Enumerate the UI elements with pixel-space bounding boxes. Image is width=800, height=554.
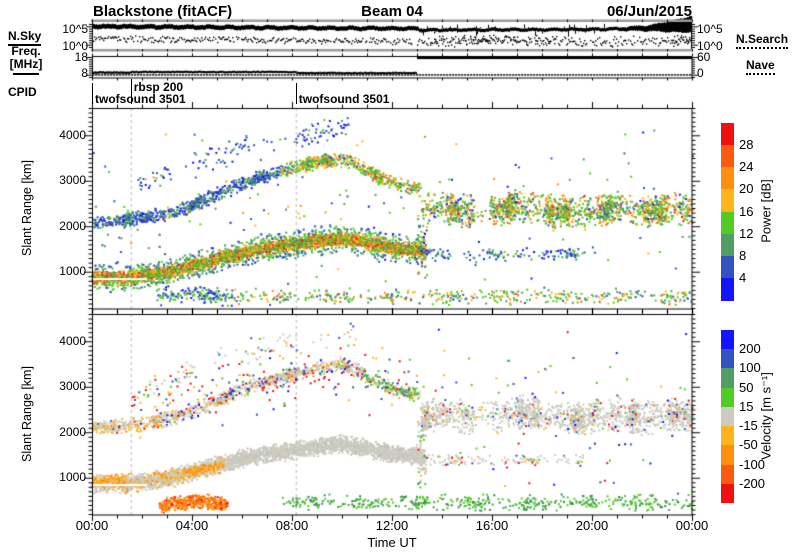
x-tick-label: 08:00: [275, 518, 309, 533]
noise-right-tick-top: 10^5: [697, 22, 723, 36]
freq-label-line1: Freq.: [11, 44, 41, 58]
velocity-colorbar-tick-label: -15: [739, 418, 758, 434]
y-tick-label: 2000: [59, 218, 86, 233]
x-tick-label: 04:00: [175, 518, 209, 533]
y-tick-label: 4000: [59, 333, 86, 348]
power-colorbar-segment: [721, 211, 734, 235]
nave-label: Nave: [746, 58, 775, 75]
y-tick-label: 3000: [59, 173, 86, 188]
power-colorbar-segment: [721, 123, 734, 146]
velocity-colorbar-segment: [721, 368, 734, 389]
noise-tick-bottom: 10^0: [62, 39, 88, 53]
velocity-colorbar-segment: [721, 406, 734, 427]
velocity-yaxis-title: Slant Range [km]: [20, 366, 34, 462]
velocity-colorbar-segment: [721, 445, 734, 466]
power-colorbar-segment: [721, 233, 734, 257]
power-colorbar-tick-label: 28: [739, 137, 754, 153]
x-tick-label: 12:00: [375, 518, 409, 533]
nsearch-linestyle-sample: N.Search: [736, 32, 789, 49]
power-colorbar-segment: [721, 255, 734, 279]
y-tick-label: 3000: [59, 379, 86, 394]
power-colorbar-tick-label: 8: [739, 247, 747, 263]
power-panel-canvas: [82, 98, 702, 319]
freq-axis-label: Freq. [MHz]: [2, 45, 50, 75]
y-tick-label: 1000: [59, 264, 86, 279]
nave-tick-60: 60: [697, 50, 711, 64]
power-colorbar-segment: [721, 167, 734, 190]
power-colorbar-segment: [721, 277, 734, 301]
velocity-colorbar-segment: [721, 349, 734, 369]
x-tick-label: 16:00: [475, 518, 509, 533]
velocity-colorbar-tick-label: 50: [739, 379, 754, 395]
velocity-colorbar-tick-label: -50: [739, 437, 758, 453]
nsky-label: N.Sky: [8, 29, 42, 46]
velocity-colorbar-tick-label: 100: [739, 360, 761, 376]
x-tick-label: 20:00: [575, 518, 609, 533]
cpid-label: CPID: [8, 85, 37, 99]
power-colorbar-tick-label: 24: [739, 159, 754, 175]
y-tick-label: 2000: [59, 424, 86, 439]
velocity-colorbar-segment: [721, 387, 734, 408]
cpid-segment-separator: [295, 83, 297, 104]
cpid-segment-name: twofsound 3501: [298, 92, 390, 106]
nsky-linestyle-sample: N.Sky: [8, 29, 42, 46]
velocity-colorbar-tick-label: 200: [739, 341, 761, 357]
cpid-segment-name: twofsound 3501: [95, 92, 186, 106]
power-colorbar-segment: [721, 145, 734, 168]
nave-linestyle-sample: Nave: [746, 58, 775, 75]
freq-label-line2: [MHz]: [9, 57, 43, 71]
y-tick-label: 4000: [59, 127, 86, 142]
power-colorbar-tick-label: 12: [739, 225, 754, 241]
freq-tick-8: 8: [81, 66, 88, 80]
cpid-segment-name: rbsp 200: [133, 80, 184, 94]
x-tick-label: 00:00: [75, 518, 109, 533]
freq-linestyle-sample: [13, 73, 39, 75]
noise-right-tick-bottom: 10^0: [697, 39, 723, 53]
power-yaxis-title: Slant Range [km]: [20, 160, 34, 256]
xaxis-title: Time UT: [367, 535, 417, 550]
velocity-colorbar-tick-label: -100: [739, 456, 766, 472]
velocity-colorbar-tick-label: 15: [739, 398, 754, 414]
power-colorbar-title: Power [dB]: [758, 179, 774, 243]
power-colorbar-segment: [721, 189, 734, 212]
power-colorbar-tick-label: 4: [739, 269, 747, 285]
x-tick-label: 00:00: [675, 518, 709, 533]
noise-tick-top: 10^5: [62, 22, 88, 36]
velocity-colorbar-segment: [721, 426, 734, 446]
velocity-colorbar-segment: [721, 483, 734, 504]
nave-tick-0: 0: [697, 66, 704, 80]
power-colorbar-tick-label: 16: [739, 203, 754, 219]
cpid-segment-separator: [92, 83, 93, 104]
velocity-panel-canvas: [82, 304, 702, 525]
cpid-segment-separator: [130, 79, 132, 104]
y-tick-label: 1000: [59, 470, 86, 485]
power-colorbar-tick-label: 20: [739, 181, 754, 197]
velocity-colorbar-segment: [721, 464, 734, 485]
freq-tick-18: 18: [74, 50, 88, 64]
frequency-panel-canvas: [82, 46, 702, 88]
nsearch-label: N.Search: [736, 32, 789, 49]
velocity-colorbar-segment: [721, 330, 734, 350]
velocity-colorbar-tick-label: -200: [739, 475, 766, 491]
